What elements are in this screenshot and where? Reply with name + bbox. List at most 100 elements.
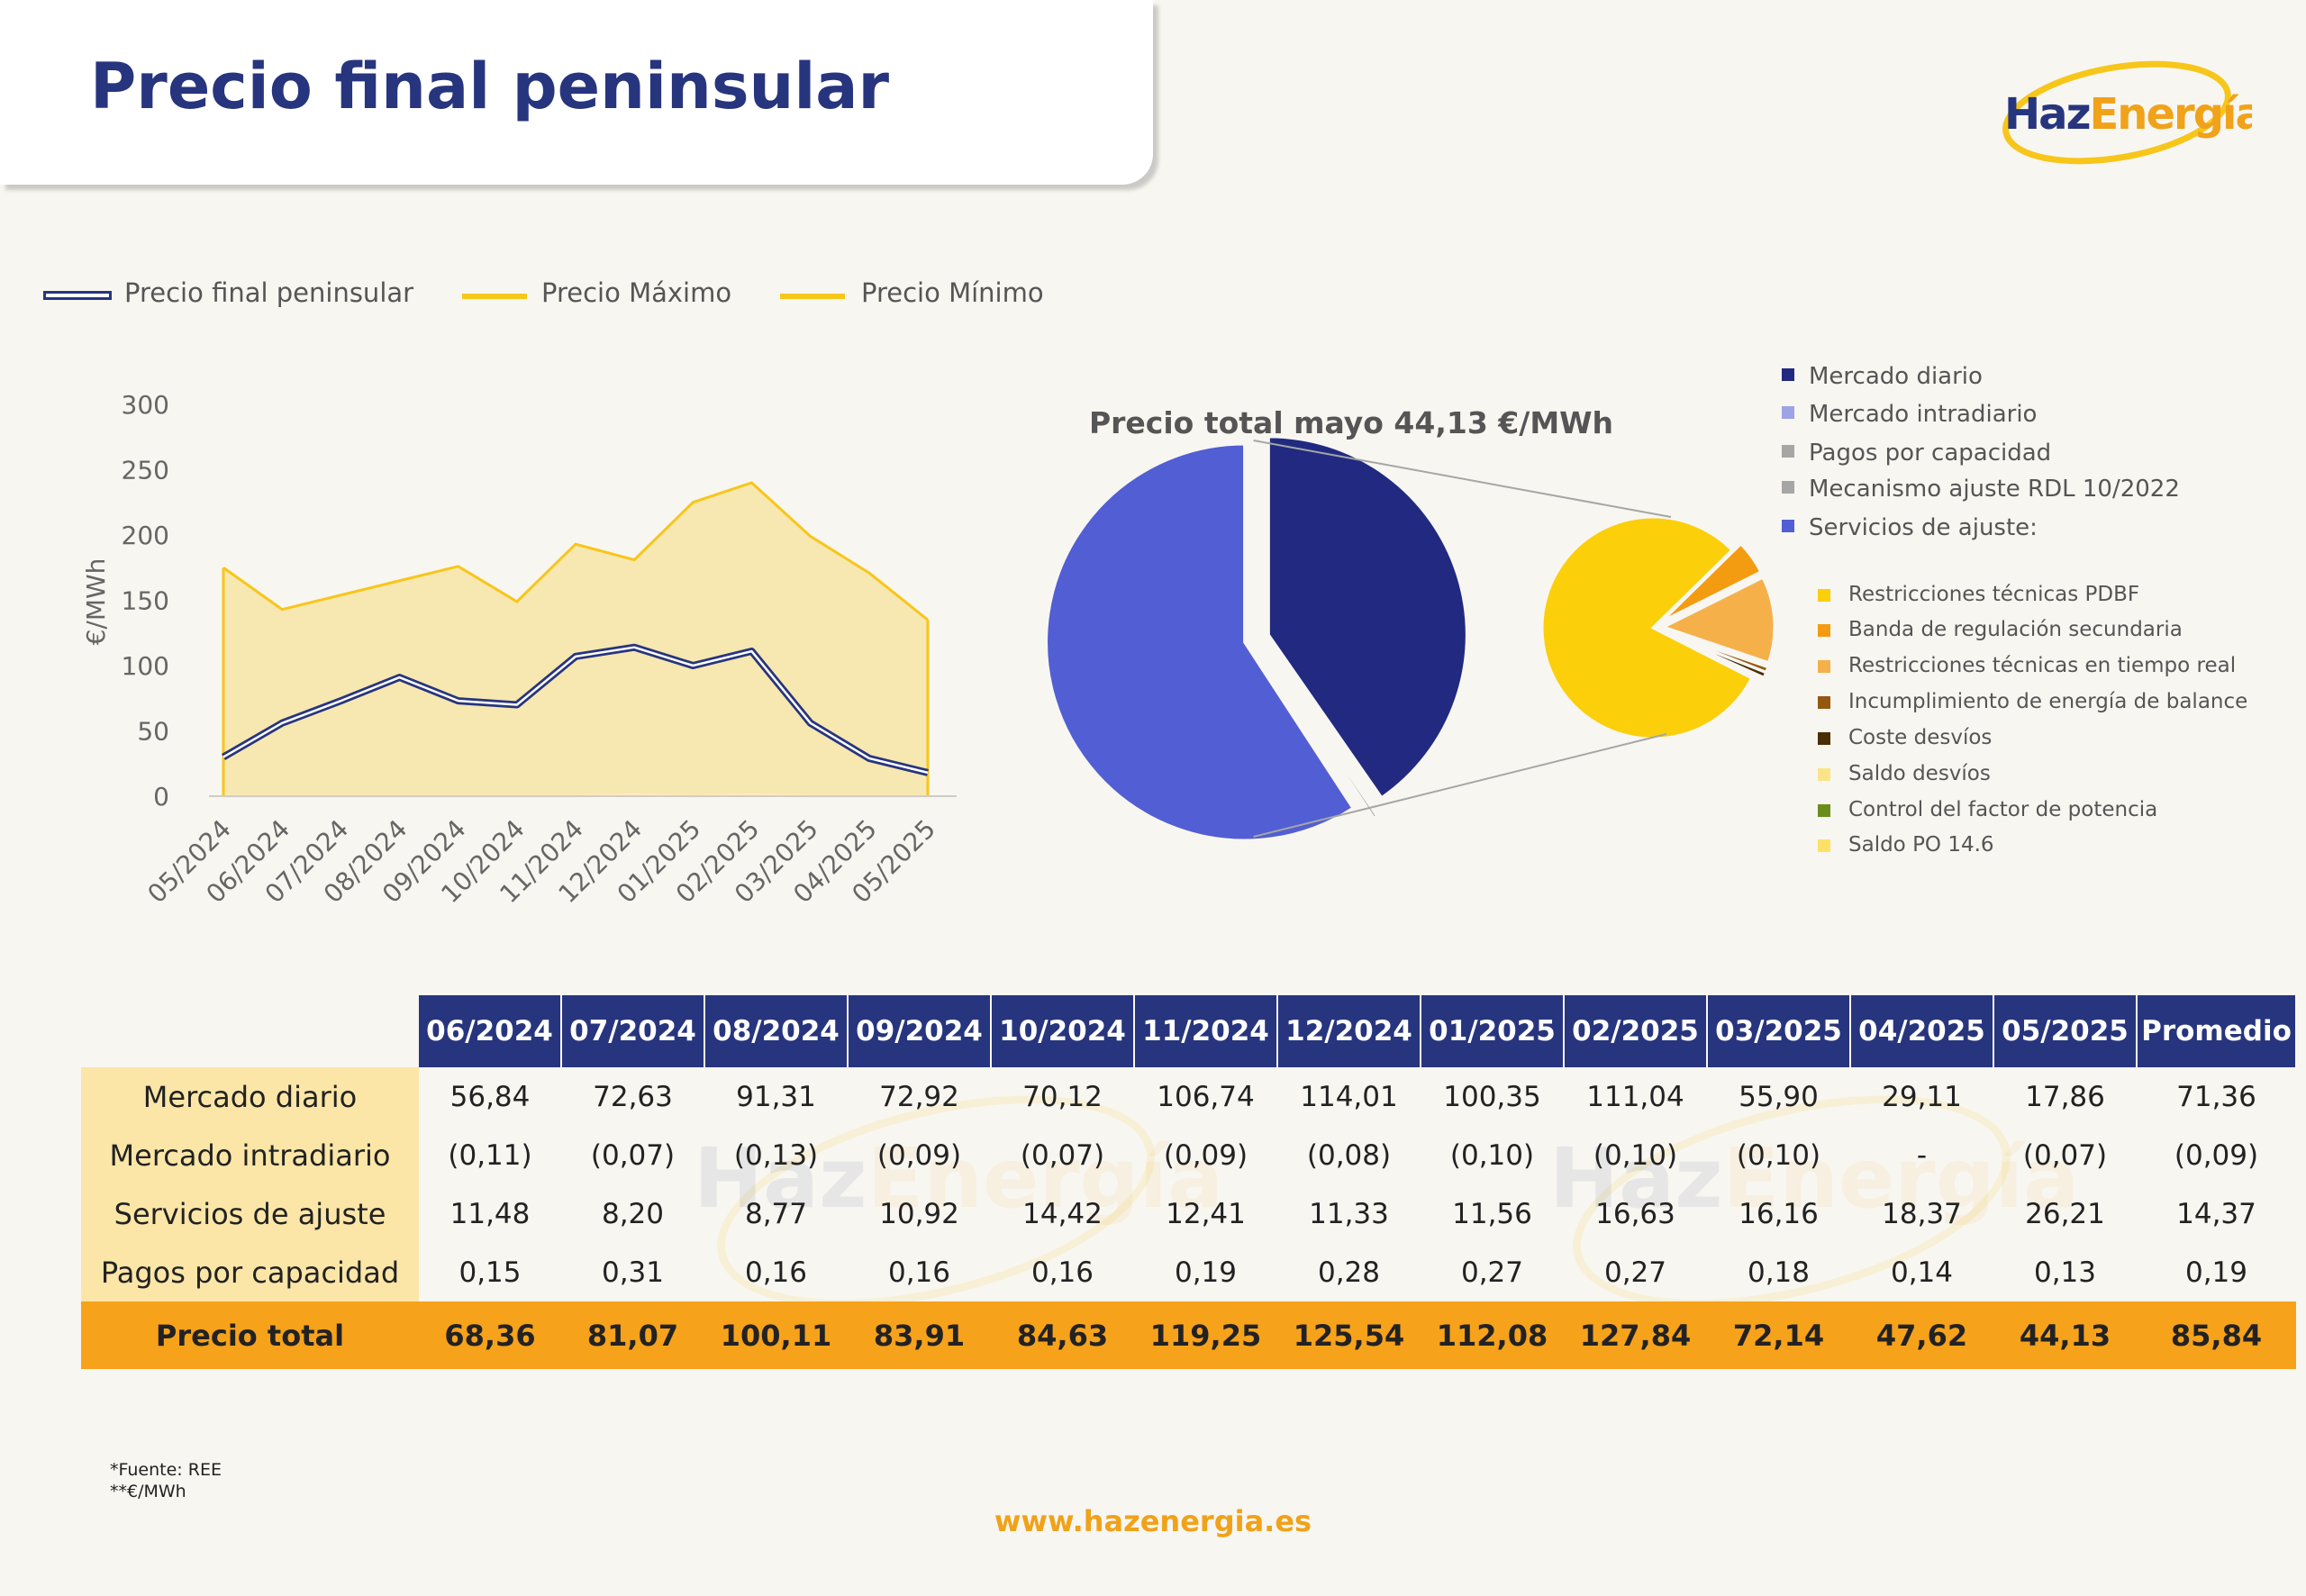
- pie-legend-label: Coste desvíos: [1848, 726, 1993, 749]
- legend-square: [1818, 624, 1830, 637]
- legend-square: [1818, 589, 1830, 602]
- pie-legend-label: Servicios de ajuste:: [1809, 514, 2038, 541]
- table-cell: (0,09): [876, 1138, 962, 1172]
- pie-legend-label: Control del factor de potencia: [1848, 798, 2158, 821]
- table-total-row: Precio total 68,36 81,07 100,11 83,91 84…: [81, 1301, 2296, 1369]
- y-tick-label: 150: [122, 586, 169, 616]
- table-cell: (0,13): [733, 1138, 819, 1172]
- breakdown-slice: [1662, 631, 1764, 685]
- table-header-cell: 10/2024: [991, 995, 1135, 1067]
- table-cell: (0,11): [448, 1138, 532, 1172]
- pie-legend-label: Mercado diario: [1809, 363, 1983, 390]
- table-cell: 91,31: [736, 1080, 816, 1113]
- series-precio-final: [222, 646, 929, 775]
- svg-text:HazEnergía: HazEnergía: [2004, 89, 2252, 140]
- table-cell: 8,20: [601, 1197, 665, 1230]
- legend-square: [1782, 520, 1794, 532]
- table-cell: 70,12: [1022, 1080, 1103, 1113]
- page-title: Precio final peninsular: [90, 50, 890, 123]
- breakdown-slice: [1540, 515, 1754, 740]
- table-cell: 0,19: [2184, 1256, 2248, 1289]
- table-cell: 114,01: [1300, 1080, 1398, 1113]
- title-card: Precio final peninsular: [0, 0, 1153, 185]
- table-cell: 0,16: [1030, 1256, 1094, 1289]
- row-label: Mercado intradiario: [81, 1126, 419, 1184]
- row-label: Mercado diario: [81, 1067, 419, 1126]
- table-cell: 81,07: [561, 1301, 704, 1369]
- table-header-cell: 09/2024: [848, 995, 992, 1067]
- table-cell: 72,63: [593, 1080, 673, 1113]
- pie-chart-title: Precio total mayo 44,13 €/MWh: [1088, 405, 1614, 440]
- max-min-band: [223, 483, 928, 796]
- legend-square: [1818, 768, 1830, 781]
- table-cell: 26,21: [2025, 1197, 2105, 1230]
- table-cell: (0,07): [590, 1138, 676, 1172]
- logo-text-b: Energía: [2090, 89, 2253, 140]
- table-header-cell: 07/2024: [561, 995, 705, 1067]
- logo-text-a: Haz: [2004, 89, 2090, 140]
- table-header-blank: [81, 995, 419, 1067]
- table-cell: (0,07): [1020, 1138, 1105, 1172]
- footnotes: *Fuente: REE **€/MWh: [110, 1459, 222, 1502]
- y-axis-label: €/MWh: [81, 558, 111, 646]
- table-cell: 29,11: [1882, 1080, 1962, 1113]
- pie-legend-label: Banda de regulación secundaria: [1848, 618, 2183, 641]
- table-cell: 12,41: [1166, 1197, 1246, 1230]
- table-cell: 119,25: [1134, 1301, 1277, 1369]
- table-cell: 11,33: [1309, 1197, 1389, 1230]
- table-cell: 85,84: [2137, 1301, 2296, 1369]
- pie-slice: [1045, 442, 1355, 842]
- legend-label: Precio Mínimo: [861, 277, 1044, 308]
- legend-label: Precio final peninsular: [124, 277, 414, 308]
- table-cell: 71,36: [2176, 1080, 2256, 1113]
- pie-legend-label: Mecanismo ajuste RDL 10/2022: [1809, 476, 2180, 503]
- table-cell: 0,16: [887, 1256, 951, 1289]
- y-tick-label: 50: [137, 717, 169, 747]
- watermark-logo: HazEnergía: [694, 1130, 1224, 1227]
- legend-square: [1782, 368, 1794, 381]
- legend-swatch-line: [462, 294, 527, 299]
- table-cell: 106,74: [1157, 1080, 1255, 1113]
- legend-swatch-outline: [43, 291, 112, 300]
- footnote-unit: **€/MWh: [110, 1482, 186, 1501]
- watermark-logo: HazEnergía: [1549, 1130, 2080, 1227]
- website-link[interactable]: www.hazenergia.es: [994, 1504, 1312, 1538]
- table-cell: 0,15: [458, 1256, 522, 1289]
- table-cell: 14,42: [1022, 1197, 1103, 1230]
- table-cell: 72,92: [879, 1080, 959, 1113]
- y-tick-label: 300: [122, 390, 169, 420]
- table-cell: 111,04: [1586, 1080, 1684, 1113]
- pie-legend-label: Restricciones técnicas PDBF: [1848, 583, 2140, 606]
- table-cell: 17,86: [2025, 1080, 2105, 1113]
- table-header-cell: 02/2025: [1564, 995, 1708, 1067]
- table-cell: 18,37: [1882, 1197, 1962, 1230]
- legend-square: [1818, 732, 1830, 745]
- row-label: Servicios de ajuste: [81, 1184, 419, 1243]
- table-cell: 0,27: [1460, 1256, 1524, 1289]
- table-cell: 0,16: [744, 1256, 808, 1289]
- legend-label: Precio Máximo: [541, 277, 732, 308]
- table-cell: (0,10): [1593, 1138, 1678, 1172]
- pie-slice: [1266, 435, 1468, 800]
- table-cell: (0,07): [2022, 1138, 2108, 1172]
- row-label: Pagos por capacidad: [81, 1243, 419, 1301]
- table-header-cell: 11/2024: [1134, 995, 1278, 1067]
- table-header-cell: 12/2024: [1277, 995, 1421, 1067]
- table-cell: 68,36: [419, 1301, 561, 1369]
- y-tick-label: 250: [122, 456, 169, 485]
- table-cell: 100,35: [1443, 1080, 1541, 1113]
- table-cell: 125,54: [1277, 1301, 1421, 1369]
- legend-square: [1782, 445, 1794, 458]
- table-cell: 0,31: [601, 1256, 665, 1289]
- footnote-source: *Fuente: REE: [110, 1460, 222, 1480]
- legend-square: [1818, 839, 1830, 852]
- legend-square: [1782, 406, 1794, 419]
- price-area-chart: 050100150200250300€/MWh05/202406/202407/…: [81, 390, 957, 909]
- table-header-row: 06/2024 07/2024 08/2024 09/2024 10/2024 …: [81, 995, 2297, 1067]
- y-tick-label: 200: [122, 521, 169, 550]
- table-row: Pagos por capacidad 0,15 0,31 0,16 0,16 …: [81, 1243, 2296, 1301]
- table-cell: 44,13: [1993, 1301, 2137, 1369]
- table-cell: 16,16: [1739, 1197, 1819, 1230]
- table-cell: (0,09): [1163, 1138, 1248, 1172]
- table-cell: (0,09): [2174, 1138, 2259, 1172]
